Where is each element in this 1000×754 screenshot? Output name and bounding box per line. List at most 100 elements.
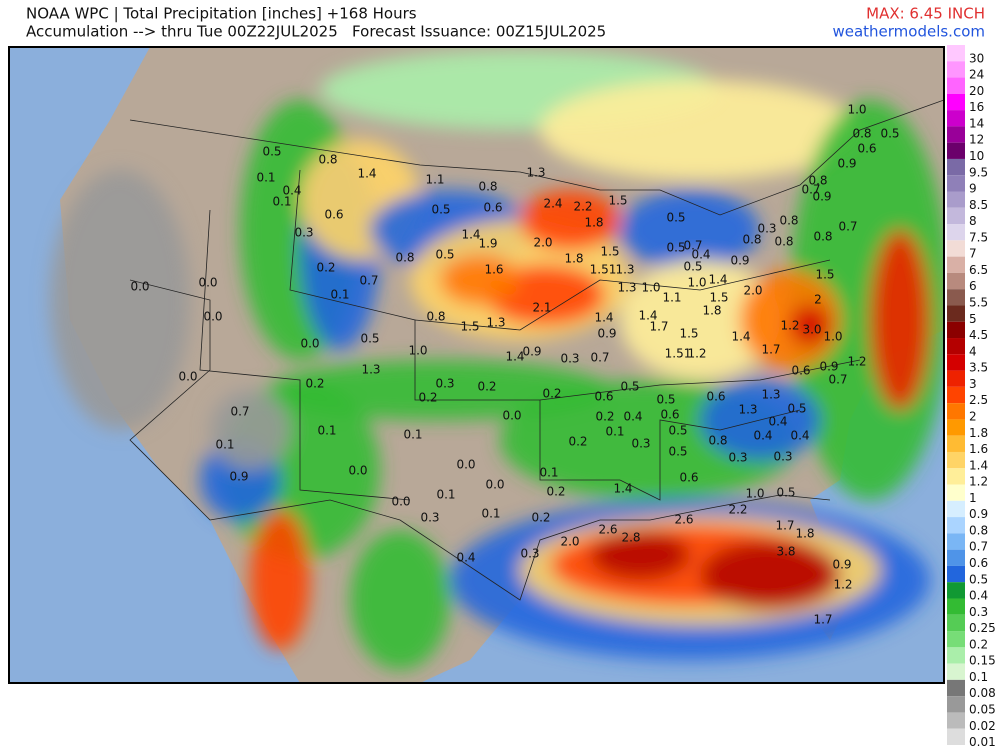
map-value-label: 0.8 [852,127,871,141]
map-value-label: 1.0 [687,276,706,290]
map-value-label: 1.0 [823,330,842,344]
map-value-label: 0.4 [691,248,710,262]
colorbar-swatch [947,419,965,436]
map-value-label: 0.5 [656,393,675,407]
map-value-label: 0.5 [435,248,454,262]
map-value-label: 1.8 [564,252,583,266]
colorbar-label: 7 [969,247,977,261]
map-value-label: 1.5 [815,268,834,282]
map-value-label: 2.0 [743,284,762,298]
map-value-label: 0.4 [456,551,475,565]
colorbar-swatch [947,305,965,322]
map-value-label: 0.6 [324,208,343,222]
colorbar-label: 0.9 [969,507,988,521]
map-value-label: 0.3 [560,352,579,366]
precip-area [540,80,860,180]
map-value-label: 0.0 [203,310,222,324]
colorbar-label: 1.8 [969,426,988,440]
colorbar-swatch [947,158,965,176]
map-value-label: 1.5 [709,291,728,305]
map-value-label: 2.4 [543,197,562,211]
colorbar-label: 0.7 [969,540,988,554]
map-value-label: 1.2 [687,347,706,361]
map-value-label: 0.7 [801,183,820,197]
map-value-label: 0.4 [753,429,772,443]
map-value-label: 0.9 [837,157,856,171]
precip-area [620,260,780,380]
map-value-label: 1.4 [357,167,376,181]
colorbar-label: 2 [969,409,977,423]
map-value-label: 1.0 [641,281,660,295]
map-value-label: 1.3 [361,363,380,377]
colorbar-swatch [947,582,965,599]
colorbar-swatch [947,712,965,729]
map-value-label: 0.7 [828,373,847,387]
colorbar-swatch [947,77,965,94]
map-frame [8,46,945,684]
colorbar-label: 1.4 [969,458,988,472]
map-value-label: 1.4 [505,350,524,364]
map-value-label: 0.2 [542,387,561,401]
map-value-label: 0.2 [305,377,324,391]
map-value-label: 0.9 [819,360,838,374]
map-value-label: 0.3 [420,511,439,525]
map-value-label: 0.2 [531,511,550,525]
map-value-label: 0.4 [623,410,642,424]
map-value-label: 0.1 [256,171,275,185]
map-value-label: 0.6 [791,364,810,378]
map-value-label: 0.1 [403,428,422,442]
map-value-label: 0.9 [597,327,616,341]
colorbar-swatch [947,728,965,745]
max-value: MAX: 6.45 INCH [866,5,985,23]
map-value-label: 0.5 [666,211,685,225]
map-value-label: 0.6 [706,390,725,404]
map-value-label: 1.7 [813,613,832,627]
colorbar-label: 5 [969,312,977,326]
colorbar-label: 0.15 [969,654,996,668]
colorbar-swatch [947,142,965,159]
colorbar-swatch [947,370,965,387]
colorbar-label: 0.05 [969,703,996,717]
map-value-label: 0.0 [391,495,410,509]
colorbar-swatch [947,679,965,697]
map-value-label: 0.2 [595,410,614,424]
colorbar-swatch [947,126,965,143]
colorbar-label: 0.25 [969,621,996,635]
precip-area [740,270,840,370]
precip-area [790,305,830,345]
colorbar-label: 3 [969,377,977,391]
map-value-label: 0.0 [178,370,197,384]
map-value-label: 0.8 [779,214,798,228]
colorbar-swatch [947,631,965,648]
colorbar-swatch [947,289,965,306]
map-value-label: 0.2 [316,261,335,275]
map-value-label: 0.3 [520,547,539,561]
map-value-label: 0.6 [679,471,698,485]
colorbar-swatch [947,386,965,404]
colorbar-label: 0.4 [969,589,988,603]
map-value-label: 0.4 [768,415,787,429]
map-value-label: 0.6 [483,201,502,215]
map-value-label: 0.5 [620,380,639,394]
colorbar-swatch [947,45,965,62]
colorbar-label: 9 [969,182,977,196]
map-value-label: 1.7 [649,320,668,334]
colorbar-swatch [947,517,965,534]
map-value-label: 1.5 [679,327,698,341]
colorbar-swatch [947,403,965,420]
colorbar-label: 0.08 [969,686,996,700]
map-value-label: 1.5 [600,245,619,259]
map-value-label: 2.0 [560,535,579,549]
colorbar-label: 20 [969,84,984,98]
map-value-label: 1.7 [761,343,780,357]
map-value-label: 0.3 [757,222,776,236]
map-value-label: 1.3 [738,403,757,417]
map-value-label: 0.8 [426,310,445,324]
colorbar-label: 6.5 [969,263,988,277]
map-value-label: 0.2 [418,391,437,405]
map-value-label: 0.8 [478,180,497,194]
map-value-label: 0.9 [730,254,749,268]
map-value-label: 0.9 [522,345,541,359]
colorbar-swatch [947,175,965,192]
